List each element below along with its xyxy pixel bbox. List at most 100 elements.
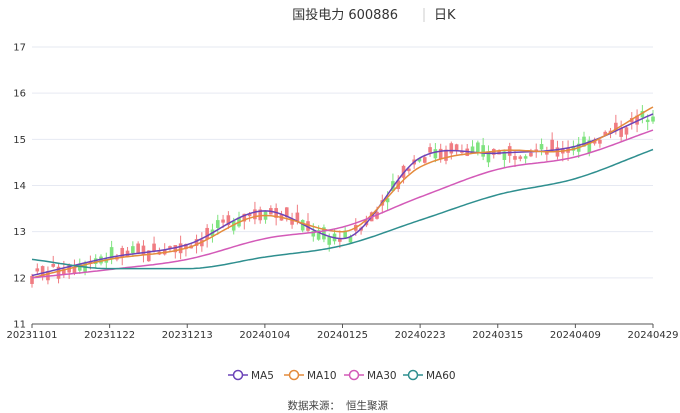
candle-body [343, 230, 347, 238]
candlesticks [30, 105, 655, 288]
candle-body [120, 247, 125, 258]
candle-body [168, 246, 172, 249]
candle-body [194, 239, 199, 246]
candle-body [428, 147, 432, 153]
candle-body [470, 146, 475, 154]
x-axis: 20231101 20231122 20231213 20240104 20240125… [7, 323, 679, 341]
candle-body [231, 220, 236, 231]
candle-body [40, 266, 45, 277]
y-tick-label: 12 [13, 273, 26, 284]
candle-body [306, 221, 310, 231]
legend-marker-ma5 [232, 369, 244, 381]
candle-body [545, 150, 549, 155]
candle-body [407, 168, 411, 172]
y-tick-label: 16 [13, 89, 26, 100]
chart-header: 国投电力 600886 日K [292, 7, 456, 23]
grid [32, 46, 653, 325]
candle-body [290, 218, 294, 225]
candle-body [62, 269, 66, 275]
candle-body [327, 236, 332, 245]
candle-body [77, 263, 82, 271]
series-line-ma60 [31, 148, 654, 270]
x-tick-label: 20240315 [472, 330, 523, 341]
candle-body [316, 230, 321, 240]
candle-body [109, 247, 114, 259]
legend-marker-ma60 [407, 369, 419, 381]
chart-title: 国投电力 600886 [292, 7, 398, 23]
candle-body [582, 136, 586, 147]
candle-body [587, 140, 592, 153]
candle-body [253, 209, 257, 220]
candle-body [513, 156, 517, 160]
x-tick-label: 20240409 [550, 330, 601, 341]
y-tick-label: 11 [13, 320, 26, 331]
x-tick-label: 20240104 [239, 330, 290, 341]
candle-body [311, 230, 316, 237]
candle-body [184, 244, 188, 250]
candle-body [258, 209, 263, 221]
candle-body [221, 219, 225, 223]
candle-body [454, 144, 459, 152]
candle-body [619, 128, 623, 137]
candle-body [518, 156, 523, 159]
legend-marker-ma10 [288, 369, 300, 381]
candle-body [640, 111, 645, 118]
candle-body [51, 263, 56, 267]
candle-body [178, 243, 183, 254]
candle-body [433, 149, 438, 159]
candle-body [136, 243, 140, 254]
candle-body [88, 261, 93, 265]
ma-lines [31, 106, 654, 279]
candle-body [173, 245, 178, 253]
candle-body [444, 149, 448, 161]
candle-body [146, 250, 151, 262]
y-tick-label: 13 [13, 227, 26, 238]
series-line-ma30 [31, 129, 654, 279]
candle-body [550, 139, 554, 150]
candle-body [476, 142, 480, 153]
x-tick-label: 20240429 [628, 330, 679, 341]
candle-body [417, 158, 422, 162]
candle-body [539, 144, 544, 150]
candle-body [422, 157, 427, 163]
y-axis-ticks: 11 12 13 14 15 16 17 [13, 43, 26, 331]
legend-label-ma10: MA10 [307, 370, 337, 382]
x-tick-label: 20231122 [84, 330, 135, 341]
candle-body [449, 143, 454, 154]
candle-body [131, 246, 135, 254]
candle-body [284, 207, 289, 218]
candle-body [481, 145, 485, 157]
legend-marker-ma30 [348, 369, 360, 381]
candle-body [226, 215, 231, 226]
candle-body [348, 236, 353, 243]
candle-body [645, 119, 650, 123]
candle-body [215, 220, 220, 228]
candle-body [72, 267, 77, 274]
series-line-ma5 [31, 113, 654, 277]
data-source-provider: 恒生聚源 [346, 399, 388, 412]
y-tick-label: 14 [13, 181, 26, 192]
candle-body [300, 219, 305, 231]
candle-body [614, 122, 618, 132]
candle-body [523, 156, 528, 159]
candle-body [35, 268, 40, 272]
candle-body [338, 238, 342, 242]
candle-body [507, 146, 512, 156]
chart-period: 日K [434, 8, 456, 23]
data-source-label: 数据来源： [288, 399, 341, 412]
candle-body [295, 212, 300, 222]
x-tick-label: 20240223 [395, 330, 446, 341]
y-tick-label: 15 [13, 135, 26, 146]
candle-body [486, 152, 491, 163]
candle-body [385, 198, 390, 203]
candle-body [651, 116, 655, 122]
legend-label-ma60: MA60 [426, 370, 456, 382]
legend-label-ma5: MA5 [251, 370, 274, 382]
candle-body [152, 243, 156, 252]
candle-body [205, 227, 209, 240]
candle-body [30, 275, 34, 284]
candle-body [624, 127, 629, 135]
candle-body [141, 245, 146, 256]
candle-body [56, 266, 61, 279]
x-tick-label: 20240125 [317, 330, 368, 341]
